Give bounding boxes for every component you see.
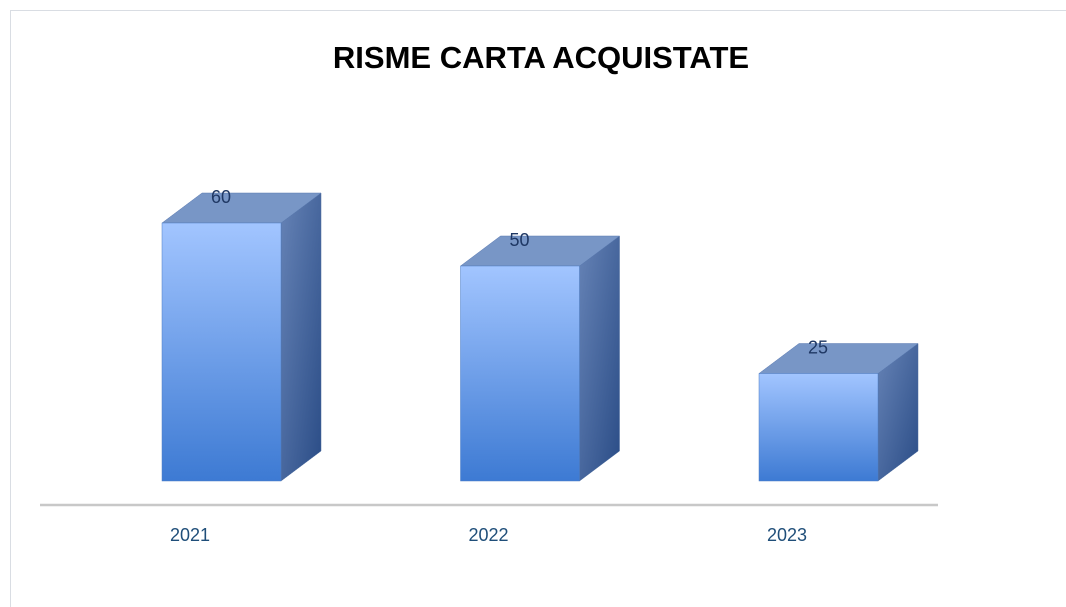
x-tick-label: 2023: [767, 525, 807, 545]
chart-title: RISME CARTA ACQUISTATE: [333, 40, 749, 75]
x-tick-label: 2022: [468, 525, 508, 545]
bar-side: [579, 235, 620, 482]
x-tick-label: 2021: [170, 525, 210, 545]
chart-frame: [10, 10, 1066, 607]
bar: [459, 235, 621, 482]
data-label: 60: [211, 187, 231, 207]
bar-front: [460, 265, 580, 482]
bar-side: [280, 192, 322, 482]
bar: [758, 343, 919, 482]
bar: [161, 192, 322, 482]
data-label: 25: [808, 337, 828, 357]
data-label: 50: [509, 230, 529, 250]
bar-front: [161, 222, 282, 482]
bar-front: [758, 373, 879, 482]
